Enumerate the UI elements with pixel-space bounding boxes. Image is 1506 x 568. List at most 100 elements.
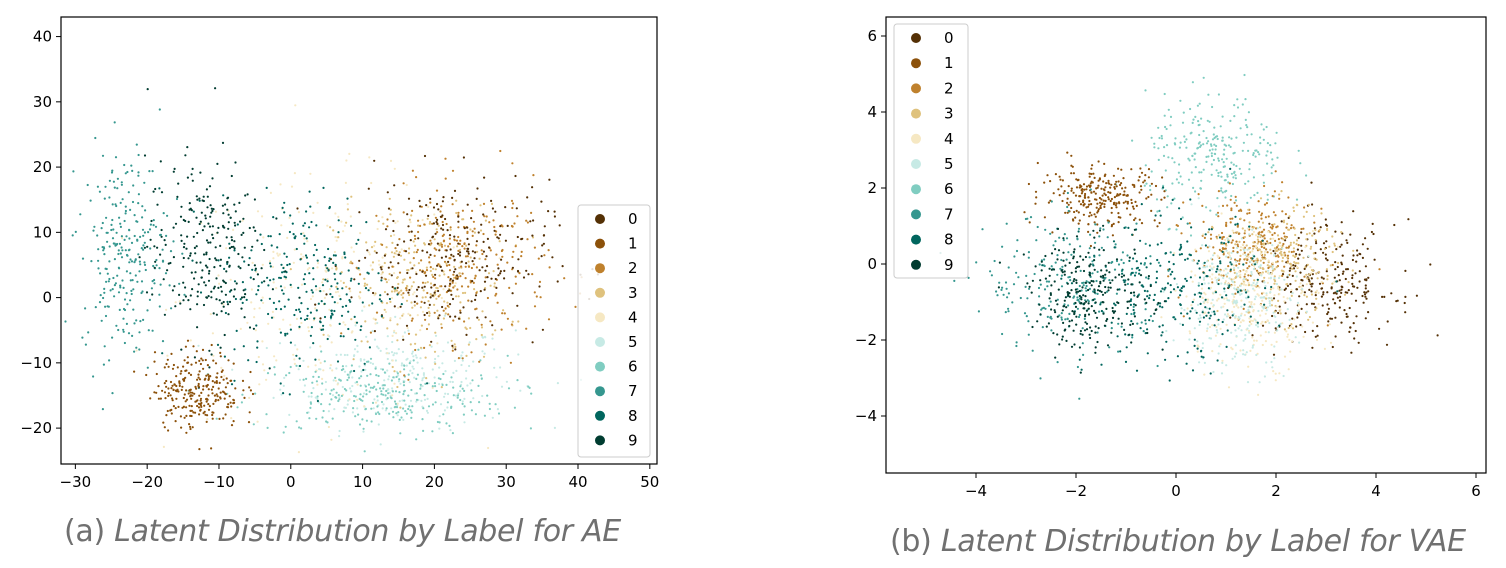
data-point [475,244,478,247]
data-point [1148,294,1151,297]
data-point [224,281,227,285]
data-point [1161,287,1164,290]
data-point [1285,226,1288,229]
data-point [1110,206,1113,210]
data-point [1253,279,1256,282]
data-point [556,382,560,385]
data-point [376,405,379,408]
data-point [310,326,313,329]
data-point [1100,309,1103,313]
data-point [215,380,218,383]
data-point [1290,265,1293,268]
data-point [153,282,156,285]
data-point [405,284,409,288]
data-point [102,246,105,249]
data-point [428,344,431,347]
data-point [478,401,481,404]
data-point [1367,311,1370,314]
data-point [152,264,155,268]
data-point [191,288,194,291]
data-point [386,293,389,296]
data-point [381,243,384,246]
data-point [1081,281,1084,285]
data-point [269,279,272,282]
data-point [1265,154,1268,157]
data-point [449,429,452,432]
data-point [426,411,429,414]
data-point [307,330,311,333]
data-point [461,272,464,275]
data-point [1041,264,1044,267]
data-point [1192,118,1195,121]
data-point [1396,299,1399,302]
data-point [1315,272,1318,275]
data-point [345,221,348,224]
data-point [1063,233,1066,236]
data-point [1326,227,1329,230]
data-point [1316,277,1319,280]
data-point [1273,190,1276,193]
data-point [1340,321,1343,324]
data-point [102,363,105,366]
data-point [413,234,416,237]
data-point [1302,335,1305,338]
data-point [1178,207,1181,210]
data-point [466,203,469,206]
data-point [1287,196,1290,199]
data-point [1290,323,1293,326]
data-point [1324,257,1328,260]
data-point [1162,184,1165,187]
data-point [336,383,339,386]
data-point [1338,306,1341,309]
data-point [437,289,440,293]
data-point [138,270,141,273]
data-point [1217,215,1220,218]
data-point [1200,171,1203,174]
data-point [1149,184,1152,187]
data-point [547,210,550,213]
data-point [1305,303,1308,306]
data-point [160,228,163,232]
data-point [996,294,999,297]
data-point [293,236,296,239]
data-point [1096,186,1099,189]
data-point [506,224,509,227]
data-point [204,264,208,267]
data-point [369,264,372,267]
data-point [165,308,168,311]
data-point [241,219,244,222]
data-point [1082,204,1085,207]
data-point [427,205,430,208]
data-point [205,251,208,254]
data-point [396,402,399,405]
data-point [84,307,87,310]
data-point [467,299,470,302]
data-point [431,403,435,406]
data-point [1046,285,1049,288]
data-point [225,236,228,239]
data-point [1197,120,1200,123]
data-point [1334,261,1337,264]
data-point [1224,196,1227,199]
data-point [401,296,404,299]
data-point [297,286,300,289]
data-point [210,353,213,356]
data-point [442,196,445,199]
data-point [188,423,191,426]
data-point [1186,257,1189,260]
data-point [128,237,131,240]
data-point [1188,222,1191,225]
data-point [1346,315,1349,318]
data-point [113,258,116,261]
data-point [1167,269,1170,272]
data-point [1179,99,1182,102]
data-point [253,264,256,267]
data-point [229,216,232,219]
data-point [1131,336,1134,339]
data-point [286,332,289,335]
data-point [363,284,366,287]
data-point [1190,203,1193,206]
data-point [199,362,202,366]
data-point [1035,196,1038,199]
data-point [1205,136,1208,140]
